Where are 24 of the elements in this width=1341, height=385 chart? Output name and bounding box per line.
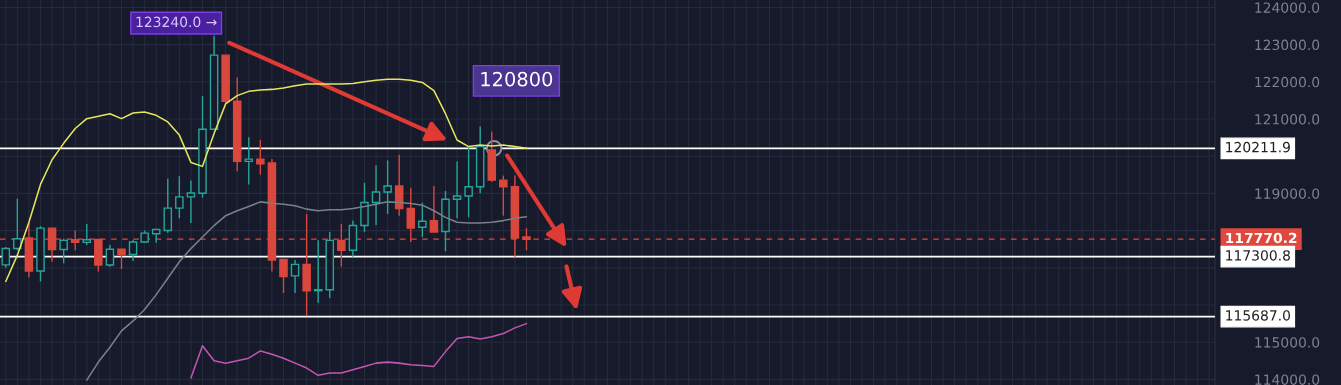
candlestick xyxy=(186,179,196,224)
y-tick-label: 114000.0 xyxy=(1255,374,1320,385)
candlestick xyxy=(383,159,392,215)
ref-line-label: 120211.9 xyxy=(1226,141,1290,153)
line-series xyxy=(190,322,528,379)
candlestick xyxy=(348,219,358,258)
ref-line-label: 115687.0 xyxy=(1226,310,1291,321)
y-tick-label: 121000.0 xyxy=(1255,114,1320,125)
candlestick xyxy=(128,239,138,262)
candlestick xyxy=(290,259,300,294)
y-tick-label: 124000.0 xyxy=(1255,2,1320,13)
candlestick xyxy=(464,145,473,219)
ref-line-label: 117770.2 xyxy=(1226,232,1297,244)
ref-line-label: 117300.8 xyxy=(1226,250,1290,261)
y-tick-label: 123000.0 xyxy=(1255,39,1320,51)
candlestick xyxy=(244,136,254,186)
candlestick xyxy=(452,160,462,220)
y-tick-label: 122000.0 xyxy=(1255,76,1320,88)
candlestick xyxy=(105,244,115,268)
annotation: 120800 xyxy=(481,71,553,87)
annotation: 123240.0 → xyxy=(136,16,217,28)
y-tick-label: 119000.0 xyxy=(1255,188,1320,199)
y-tick-label: 115000.0 xyxy=(1255,337,1320,348)
candlestick xyxy=(371,164,381,226)
